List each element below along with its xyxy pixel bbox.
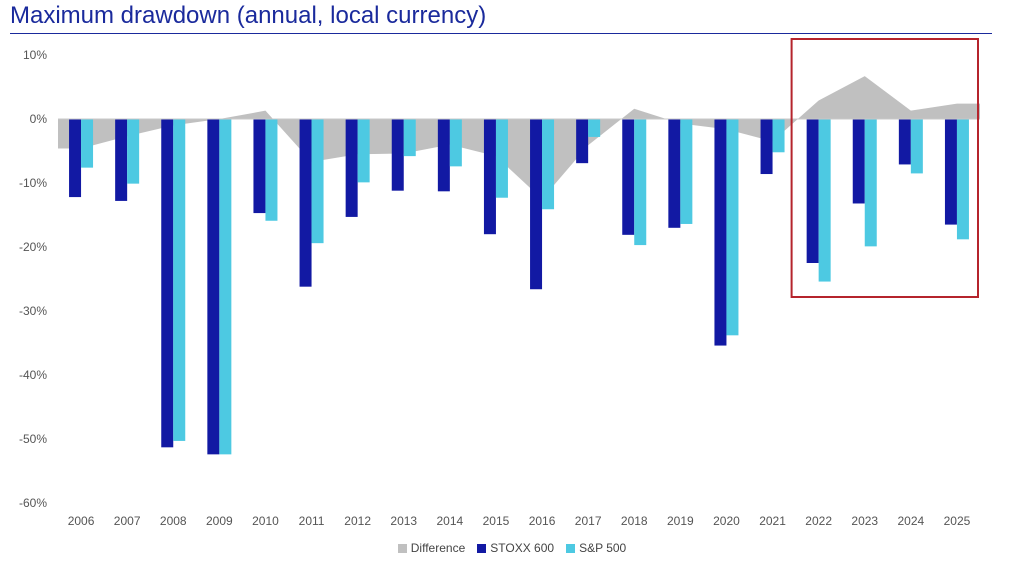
bar-stoxx-600: [115, 119, 128, 201]
bar-s-p-500: [265, 119, 278, 221]
bar-s-p-500: [726, 119, 739, 336]
bar-s-p-500: [81, 119, 94, 168]
bar-s-p-500: [311, 119, 324, 244]
x-tick-label: 2024: [897, 514, 924, 528]
bar-s-p-500: [542, 119, 555, 210]
y-tick-label: 10%: [23, 48, 47, 62]
bar-stoxx-600: [253, 119, 266, 214]
legend-item-stoxx-600: STOXX 600: [477, 541, 554, 555]
bar-stoxx-600: [437, 119, 450, 192]
x-tick-label: 2012: [344, 514, 371, 528]
bar-s-p-500: [403, 119, 416, 157]
legend-swatch: [566, 543, 576, 553]
y-tick-label: -40%: [19, 368, 47, 382]
chart-title: Maximum drawdown (annual, local currency…: [10, 2, 487, 29]
bar-s-p-500: [357, 119, 370, 183]
bar-stoxx-600: [806, 119, 819, 263]
bar-stoxx-600: [714, 119, 727, 346]
x-tick-label: 2019: [667, 514, 694, 528]
x-tick-label: 2013: [390, 514, 417, 528]
y-tick-label: -50%: [19, 432, 47, 446]
x-tick-label: 2020: [713, 514, 740, 528]
legend: Difference STOXX 600 S&P 500: [0, 541, 1024, 556]
title-divider: [10, 33, 992, 34]
x-axis-labels: 2006 2007 2008 2009 2010 2011 2012 2013 2014 2015…: [68, 514, 971, 528]
bar-stoxx-600: [483, 119, 496, 235]
y-tick-label: 0%: [30, 112, 48, 126]
drawdown-chart: 10%0%-10%-20%-30%-40%-50%-60% 2006 2007 20…: [19, 38, 980, 528]
bar-stoxx-600: [852, 119, 865, 204]
bar-s-p-500: [173, 119, 186, 441]
difference-area: [58, 76, 980, 199]
x-tick-label: 2017: [575, 514, 602, 528]
legend-label: S&P 500: [579, 541, 627, 555]
bar-stoxx-600: [622, 119, 635, 235]
bar-s-p-500: [495, 119, 508, 198]
x-tick-label: 2015: [483, 514, 510, 528]
y-tick-label: -30%: [19, 304, 47, 318]
highlight-box: [790, 38, 979, 298]
x-tick-label: 2025: [944, 514, 971, 528]
bar-stoxx-600: [530, 119, 543, 290]
highlight-layer: [790, 38, 979, 298]
bar-stoxx-600: [576, 119, 589, 164]
x-tick-label: 2014: [436, 514, 463, 528]
x-tick-label: 2021: [759, 514, 786, 528]
bar-stoxx-600: [207, 119, 220, 455]
legend-swatch: [397, 543, 407, 553]
y-tick-label: -10%: [19, 176, 47, 190]
bar-stoxx-600: [760, 119, 773, 175]
bar-stoxx-600: [944, 119, 957, 225]
legend-label: Difference: [410, 541, 466, 555]
x-tick-label: 2007: [114, 514, 141, 528]
legend-swatch: [477, 543, 487, 553]
bar-stoxx-600: [898, 119, 911, 165]
x-tick-label: 2016: [529, 514, 556, 528]
bar-s-p-500: [818, 119, 831, 282]
difference-area-layer: [58, 76, 980, 199]
x-tick-label: 2008: [160, 514, 187, 528]
bar-s-p-500: [449, 119, 462, 167]
x-tick-label: 2006: [68, 514, 95, 528]
bar-stoxx-600: [299, 119, 312, 287]
bar-s-p-500: [634, 119, 647, 246]
bar-s-p-500: [127, 119, 140, 184]
legend-label: STOXX 600: [490, 541, 555, 555]
bar-s-p-500: [956, 119, 969, 240]
y-tick-label: -60%: [19, 496, 47, 510]
y-tick-label: -20%: [19, 240, 47, 254]
x-tick-label: 2018: [621, 514, 648, 528]
x-tick-label: 2010: [252, 514, 279, 528]
bar-s-p-500: [772, 119, 785, 153]
bar-stoxx-600: [69, 119, 82, 198]
legend-item-s-p-500: S&P 500: [566, 541, 626, 555]
bar-s-p-500: [219, 119, 232, 455]
bar-s-p-500: [588, 119, 601, 137]
bar-stoxx-600: [391, 119, 404, 191]
x-tick-label: 2023: [851, 514, 878, 528]
x-tick-label: 2011: [299, 514, 325, 528]
legend-item-difference: Difference: [397, 541, 466, 555]
bar-stoxx-600: [345, 119, 358, 217]
bar-s-p-500: [910, 119, 923, 174]
y-axis-labels: 10% 0% -10% -20% -30% -40% -50% -60%: [19, 48, 47, 510]
x-tick-label: 2022: [805, 514, 832, 528]
bar-stoxx-600: [668, 119, 681, 228]
bar-s-p-500: [864, 119, 877, 247]
x-tick-label: 2009: [206, 514, 233, 528]
bar-s-p-500: [680, 119, 693, 224]
bar-layer: [69, 119, 969, 455]
bar-stoxx-600: [161, 119, 174, 448]
